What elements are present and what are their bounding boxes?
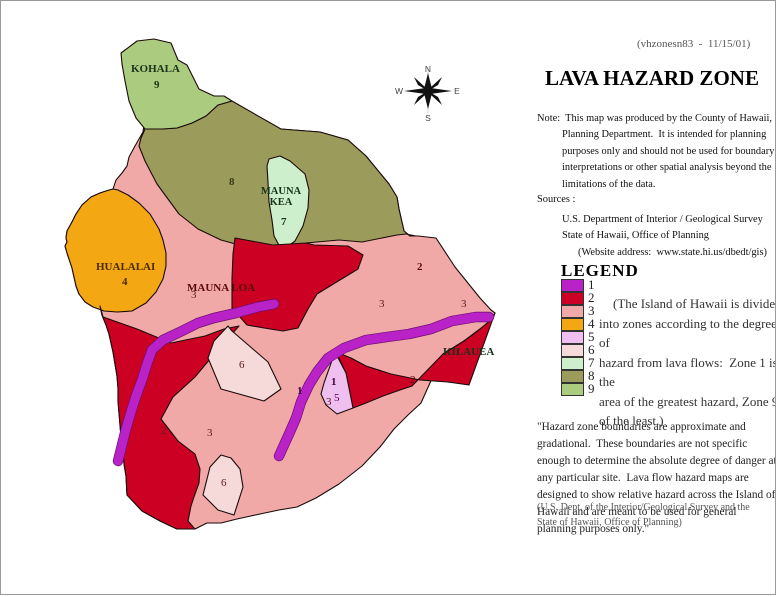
svg-text:E: E [454, 86, 460, 96]
svg-text:N: N [425, 64, 431, 74]
svg-text:W: W [395, 86, 403, 96]
svg-text:S: S [425, 113, 431, 123]
